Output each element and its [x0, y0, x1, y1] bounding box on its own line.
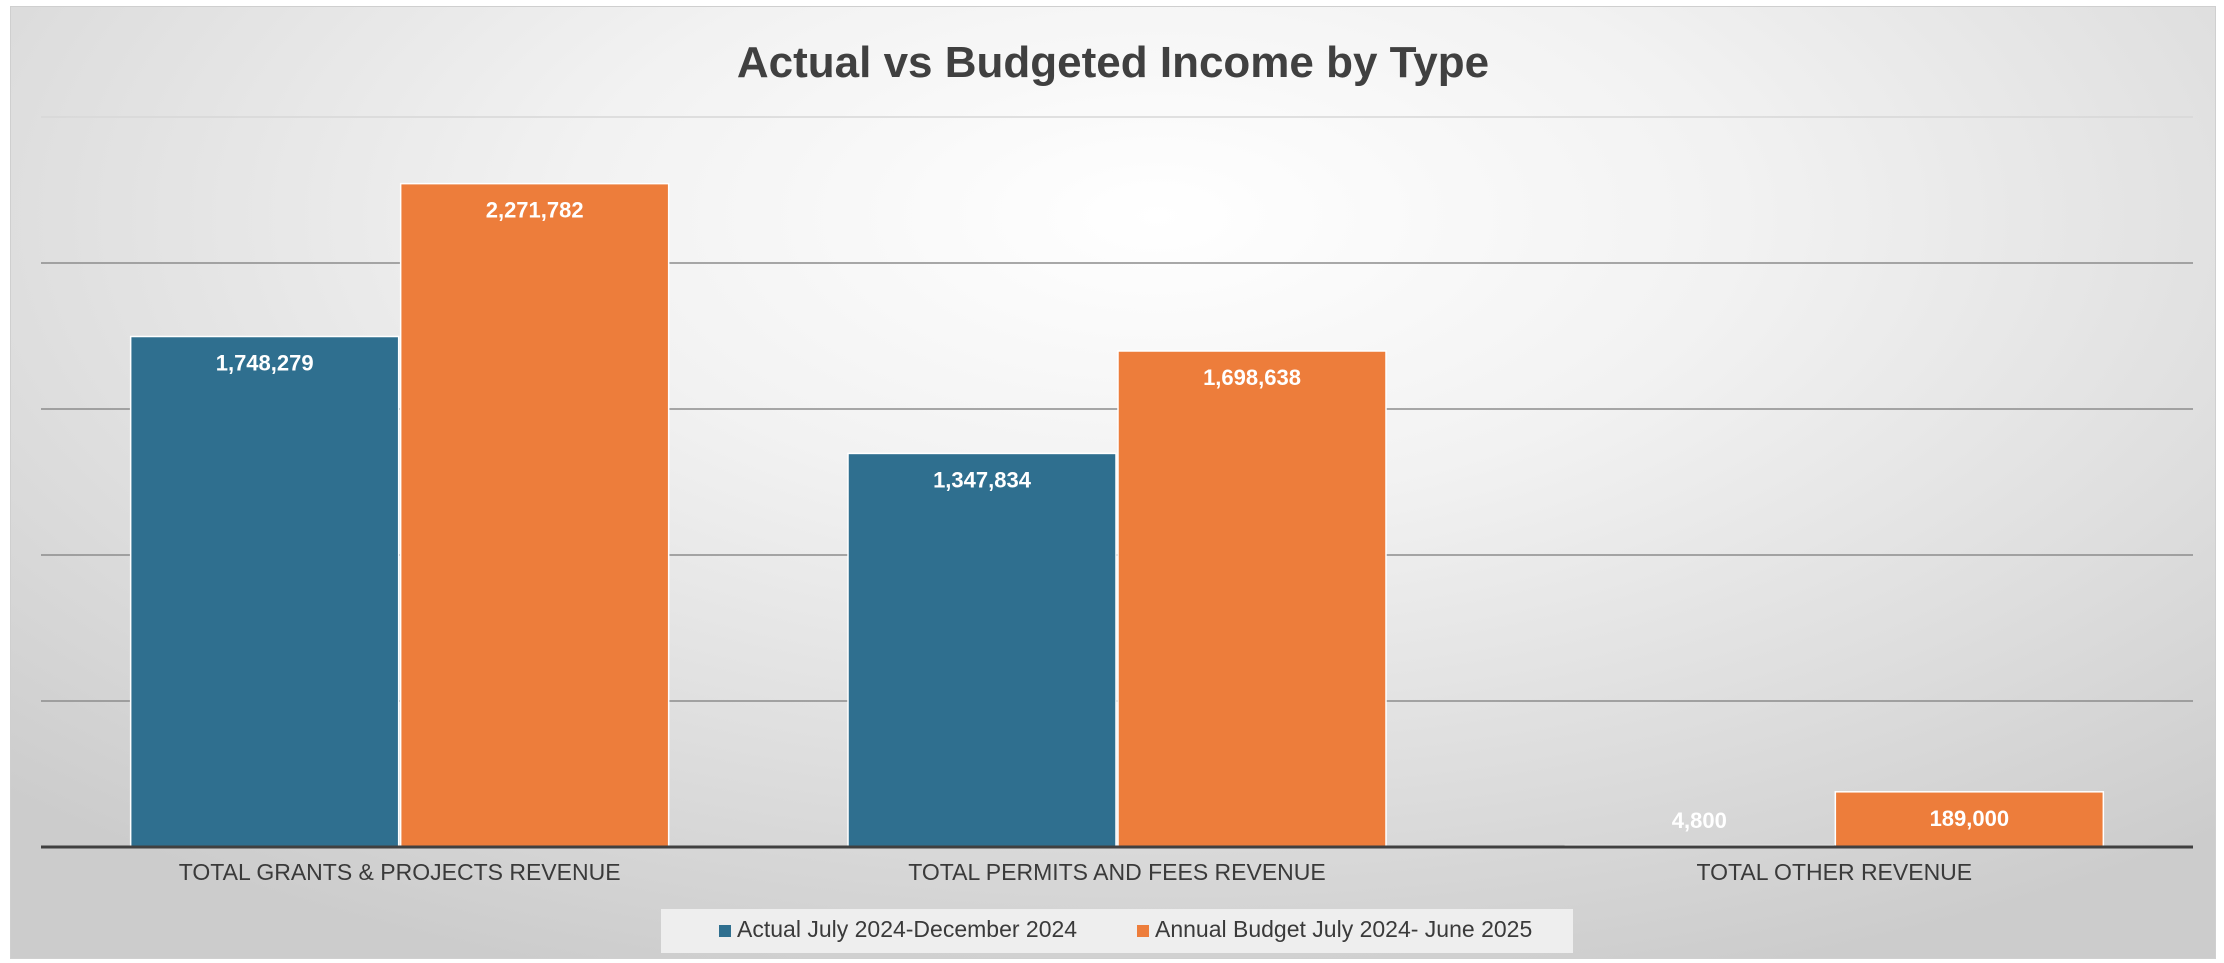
category-label: TOTAL GRANTS & PROJECTS REVENUE [179, 859, 621, 885]
data-label: 1,748,279 [216, 351, 314, 376]
bar-actual-1 [847, 452, 1117, 848]
data-labels: 1,748,279 2,271,782 1,347,834 1,698,638 4,80… [216, 198, 2009, 833]
chart-title: Actual vs Budgeted Income by Type [737, 38, 1489, 87]
data-label: 1,347,834 [933, 467, 1032, 492]
bar-chart: Actual vs Budgeted Income by Type 1,748,… [41, 38, 2193, 953]
data-label: 4,800 [1672, 808, 1727, 833]
gridlines [41, 116, 2193, 702]
data-label: 2,271,782 [486, 198, 584, 223]
chart-area: Actual vs Budgeted Income by Type 1,748,… [10, 6, 2216, 959]
legend: Actual July 2024-December 2024 Annual Bud… [661, 909, 1573, 953]
bar-actual-0 [129, 335, 400, 848]
bar-budget-0 [399, 182, 670, 848]
category-label: TOTAL OTHER REVENUE [1697, 859, 1973, 885]
category-label: TOTAL PERMITS AND FEES REVENUE [908, 859, 1326, 885]
bar-budget-2 [1834, 791, 2105, 848]
legend-box [661, 909, 1573, 953]
legend-label: Annual Budget July 2024- June 2025 [1155, 916, 1532, 942]
bar-budget-1 [1117, 350, 1387, 848]
legend-swatch [1137, 925, 1149, 937]
x-axis: TOTAL GRANTS & PROJECTS REVENUE TOTAL PER… [41, 845, 2193, 885]
legend-label: Actual July 2024-December 2024 [737, 916, 1077, 942]
data-label: 189,000 [1930, 806, 2010, 831]
data-label: 1,698,638 [1203, 365, 1301, 390]
bars [129, 182, 2105, 848]
legend-swatch [719, 925, 731, 937]
